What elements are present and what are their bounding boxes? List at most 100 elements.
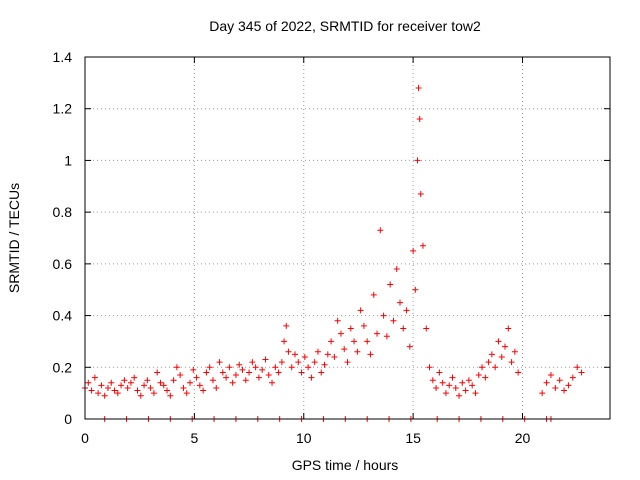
data-point	[272, 364, 279, 371]
data-point	[410, 247, 417, 254]
data-point	[465, 377, 472, 384]
data-point	[416, 116, 423, 123]
y-tick-label: 0	[64, 411, 72, 427]
data-point	[488, 351, 495, 358]
data-point	[456, 392, 463, 399]
data-point	[449, 374, 456, 381]
data-point	[98, 382, 105, 389]
data-point	[262, 356, 269, 363]
data-point	[236, 361, 243, 368]
data-point	[505, 325, 512, 332]
data-point	[406, 343, 413, 350]
y-tick-label: 0.2	[53, 359, 73, 375]
data-point	[285, 348, 292, 355]
data-point	[275, 369, 282, 376]
data-point	[88, 387, 95, 394]
data-point	[334, 317, 341, 324]
data-point	[561, 387, 568, 394]
data-point	[213, 384, 220, 391]
data-point	[187, 379, 193, 386]
data-point	[374, 330, 381, 337]
data-point	[331, 353, 338, 360]
data-point	[547, 372, 554, 379]
data-point	[344, 359, 351, 366]
data-point	[502, 343, 508, 350]
data-point	[543, 379, 550, 386]
data-point	[141, 382, 148, 389]
data-point	[429, 377, 436, 384]
data-point	[515, 369, 522, 376]
data-point	[415, 85, 422, 92]
data-points	[82, 85, 585, 422]
data-point	[114, 390, 121, 397]
data-point	[370, 291, 377, 298]
data-point	[232, 372, 239, 379]
data-point	[417, 191, 424, 198]
data-point	[347, 325, 354, 332]
data-point	[101, 392, 108, 399]
data-point	[298, 369, 305, 376]
data-point	[462, 387, 469, 394]
data-point	[552, 384, 559, 391]
data-point	[206, 364, 213, 371]
data-point	[539, 390, 546, 397]
data-point	[288, 364, 295, 371]
data-point	[278, 359, 285, 366]
x-tick-label: 20	[515, 430, 531, 446]
data-point	[412, 286, 419, 293]
data-point	[193, 374, 200, 381]
data-point	[226, 364, 233, 371]
data-point	[292, 351, 298, 358]
data-point	[482, 374, 489, 381]
data-point	[479, 364, 486, 371]
data-point	[255, 374, 262, 381]
data-point	[318, 369, 325, 376]
data-point	[578, 369, 585, 376]
data-point	[397, 299, 403, 306]
data-point	[485, 359, 492, 366]
x-tick-labels: 0 5 10 15 20	[81, 430, 530, 446]
x-tick-label: 0	[81, 430, 89, 446]
data-point	[127, 379, 134, 386]
data-point	[508, 359, 515, 366]
data-point	[173, 364, 180, 371]
data-point	[442, 390, 449, 397]
data-point	[160, 382, 167, 389]
data-point	[305, 364, 312, 371]
data-point	[426, 364, 433, 371]
data-point	[311, 359, 318, 366]
data-point	[167, 392, 174, 399]
data-point	[314, 348, 321, 355]
data-point	[190, 366, 197, 373]
data-point	[383, 333, 390, 340]
y-axis-title: SRMTID / TECUs	[6, 183, 22, 293]
data-point	[131, 374, 138, 381]
data-point	[265, 372, 272, 379]
data-point	[177, 372, 184, 379]
data-point	[229, 379, 236, 386]
x-tick-label: 5	[190, 430, 198, 446]
data-point	[419, 242, 426, 249]
data-point	[569, 374, 576, 381]
data-point	[337, 330, 344, 337]
data-point	[137, 392, 144, 399]
data-point	[414, 157, 421, 164]
data-point	[147, 384, 154, 391]
data-point	[357, 307, 364, 314]
data-point	[144, 377, 151, 384]
data-point	[170, 377, 177, 384]
data-point	[242, 377, 249, 384]
chart-title: Day 345 of 2022, SRMTID for receiver tow…	[209, 18, 481, 34]
data-point	[498, 353, 505, 360]
y-tick-label: 0.4	[53, 308, 73, 324]
data-point	[459, 379, 466, 386]
data-point	[400, 325, 407, 332]
data-point	[150, 390, 157, 397]
data-point	[469, 382, 476, 389]
data-point	[239, 366, 246, 373]
data-point	[164, 387, 171, 394]
data-point	[216, 359, 223, 366]
y-tick-labels: 0 0.2 0.4 0.6 0.8 1 1.2 1.4	[53, 49, 73, 427]
data-point	[439, 379, 446, 386]
data-point	[111, 387, 118, 394]
